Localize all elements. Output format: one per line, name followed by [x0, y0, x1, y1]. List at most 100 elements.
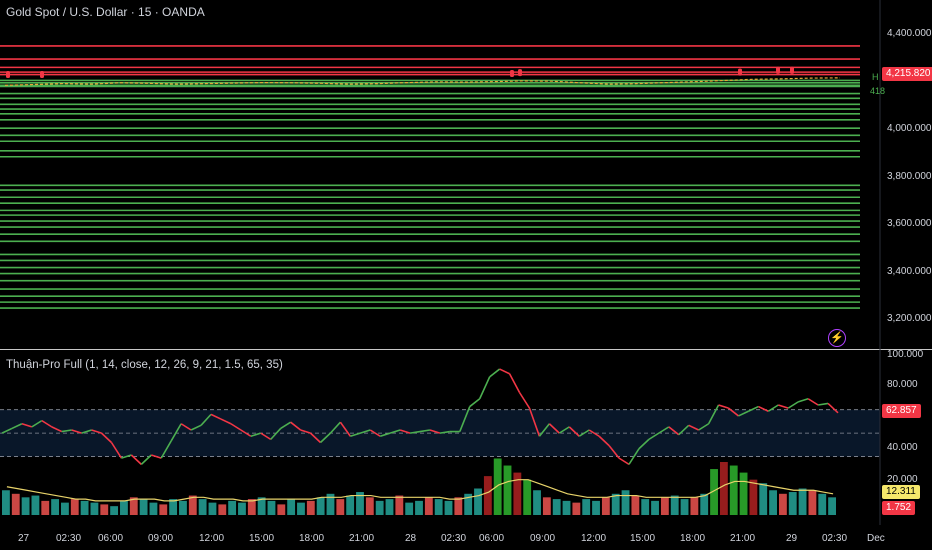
volume-bar — [788, 492, 797, 515]
oscillator-segment — [91, 429, 102, 434]
time-tick: 21:00 — [730, 533, 756, 544]
volume-bar — [680, 499, 689, 515]
volume-bar — [100, 504, 109, 515]
volume-bar — [356, 492, 364, 515]
volume-bar — [90, 502, 99, 515]
volume-bar — [41, 500, 50, 515]
volume-bar — [523, 479, 532, 515]
volume-bar — [739, 472, 748, 515]
ind-tick: 100.000 — [887, 349, 924, 360]
oscillator-segment — [379, 432, 391, 438]
volume-bar — [611, 493, 620, 515]
oscillator-segment — [160, 440, 172, 459]
volume-bar — [61, 502, 69, 515]
oscillator-segment — [748, 405, 759, 412]
oscillator-segment — [21, 422, 33, 428]
volume-bar — [670, 495, 679, 515]
oscillator-segment — [110, 442, 123, 459]
oscillator-segment — [360, 429, 371, 434]
time-tick: 21:00 — [349, 533, 375, 544]
side-label-h: H — [872, 72, 879, 82]
volume-bar — [365, 497, 374, 515]
oscillator-segment — [61, 429, 72, 433]
volume-bar — [316, 497, 325, 515]
oscillator-segment — [11, 423, 23, 430]
volume-bar — [759, 483, 768, 515]
oscillator-segment — [787, 401, 799, 409]
oscillator-segment — [200, 413, 212, 426]
oscillator-segment — [728, 407, 739, 417]
time-tick: 06:00 — [479, 533, 505, 544]
volume-ma-line — [6, 479, 834, 502]
oscillator-segment — [369, 429, 381, 437]
oscillator-segment — [51, 426, 63, 433]
signal-marker — [776, 66, 780, 74]
volume-bar — [70, 499, 79, 515]
volume-bar — [808, 490, 817, 515]
volume-bar — [513, 472, 522, 515]
volume-bar — [218, 504, 227, 515]
oscillator-segment — [170, 423, 182, 442]
volume-bar — [188, 495, 197, 515]
volume-bar — [601, 497, 610, 515]
time-tick: 02:30 — [56, 533, 82, 544]
time-tick: 06:00 — [98, 533, 124, 544]
volume-bar — [493, 458, 502, 515]
volume-bar — [395, 495, 404, 515]
oscillator-segment — [439, 430, 450, 434]
oscillator-segment — [588, 429, 600, 437]
volume-bar — [267, 500, 276, 515]
oscillator-segment — [180, 423, 192, 431]
oscillator-segment — [678, 424, 690, 436]
volume-ma-badge: 12.311 — [882, 485, 920, 499]
volume-bar — [415, 500, 423, 515]
chart-title: Gold Spot / U.S. Dollar · 15 · OANDA — [6, 5, 205, 19]
oscillator-segment — [508, 373, 521, 393]
oscillator-segment — [469, 398, 481, 408]
price-tick: 3,200.000 — [887, 313, 932, 324]
volume-bar — [592, 500, 600, 515]
oscillator-segment — [250, 432, 262, 438]
volume-bar — [562, 500, 571, 515]
volume-bar — [690, 497, 699, 515]
volume-bar — [129, 497, 138, 515]
volume-bar — [533, 490, 541, 515]
oscillator-segment — [81, 429, 92, 434]
oscillator-segment — [797, 397, 809, 403]
oscillator-segment — [71, 429, 82, 434]
oscillator-segment — [140, 454, 152, 465]
ind-tick: 20.000 — [887, 474, 918, 485]
signal-marker — [510, 70, 514, 78]
volume-bar — [51, 499, 60, 515]
time-tick: 09:00 — [148, 533, 174, 544]
oscillator-segment — [270, 427, 282, 440]
volume-bar — [405, 502, 414, 515]
volume-bar — [621, 490, 630, 515]
volume-bar — [297, 502, 305, 515]
time-tick: 15:00 — [249, 533, 275, 544]
oscillator-segment — [568, 426, 580, 437]
volume-bar — [139, 499, 148, 515]
ind-tick: 40.000 — [887, 442, 918, 453]
price-pane — [0, 45, 860, 309]
volume-bar — [700, 493, 709, 515]
oscillator-segment — [151, 454, 162, 459]
oscillator-segment — [608, 445, 620, 459]
last-price-badge: 4,215.820 — [882, 67, 932, 81]
oscillator-segment — [738, 410, 749, 417]
price-tick: 3,400.000 — [887, 266, 932, 277]
oscillator-segment — [478, 376, 491, 400]
oscillator-segment — [538, 423, 551, 437]
volume-bar — [434, 499, 443, 515]
volume-bar — [179, 500, 187, 515]
volume-bar — [31, 495, 40, 515]
time-tick: 18:00 — [299, 533, 325, 544]
oscillator-segment — [628, 448, 640, 465]
volume-bar — [582, 499, 591, 515]
indicator-pane — [0, 368, 880, 515]
oscillator-segment — [280, 421, 292, 430]
lightning-icon[interactable]: ⚡ — [828, 329, 846, 347]
time-tick: 02:30 — [441, 533, 467, 544]
signal-marker — [40, 70, 44, 78]
